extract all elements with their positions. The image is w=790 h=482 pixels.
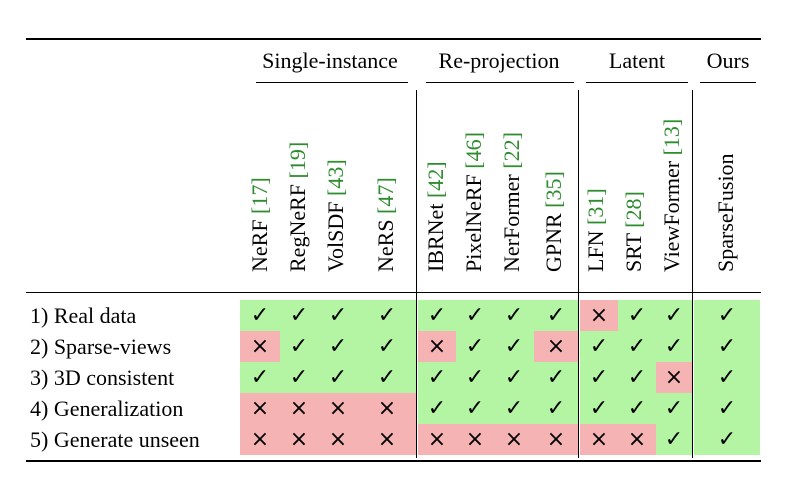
check-mark-cell: ✓ [494, 393, 534, 424]
column-header-nerf: NeRF [17] [247, 177, 272, 272]
bottom-rule [26, 460, 761, 462]
check-mark-cell: ✓ [534, 300, 578, 331]
cross-mark-cell: × [580, 424, 618, 455]
column-header-srt: SRT [28] [621, 191, 646, 272]
header-rule [26, 292, 761, 293]
check-mark-cell: ✓ [534, 362, 578, 393]
check-mark-cell: ✓ [240, 362, 280, 393]
row-label: 3) 3D consistent [30, 365, 175, 390]
column-header-nerformer: NerFormer [22] [499, 132, 524, 272]
check-mark-cell: ✓ [694, 424, 760, 455]
top-rule [26, 38, 761, 40]
cross-mark-cell: × [280, 393, 318, 424]
row-label: 4) Generalization [30, 396, 184, 421]
column-header-sparsefusion: SparseFusion [713, 153, 738, 272]
check-mark-cell: ✓ [656, 300, 692, 331]
check-mark-cell: ✓ [618, 362, 656, 393]
check-mark-cell: ✓ [494, 300, 534, 331]
check-mark-cell: ✓ [358, 300, 416, 331]
check-mark-cell: ✓ [456, 300, 494, 331]
cross-mark-cell: × [580, 300, 618, 331]
cross-mark-cell: × [318, 393, 358, 424]
column-header-pixelnerf: PixelNeRF [46] [461, 132, 486, 272]
check-mark-cell: ✓ [280, 331, 318, 362]
check-mark-cell: ✓ [656, 393, 692, 424]
check-mark-cell: ✓ [318, 331, 358, 362]
row-label: 5) Generate unseen [30, 427, 200, 452]
row-label: 2) Sparse-views [30, 334, 172, 359]
check-mark-cell: ✓ [694, 393, 760, 424]
cross-mark-cell: × [240, 424, 280, 455]
column-header-ners: NeRS [47] [373, 177, 398, 272]
column-header-lfn: LFN [31] [583, 188, 608, 272]
check-mark-cell: ✓ [280, 362, 318, 393]
group-latent-underline [586, 82, 688, 83]
cross-mark-cell: × [456, 424, 494, 455]
check-mark-cell: ✓ [618, 300, 656, 331]
check-mark-cell: ✓ [534, 393, 578, 424]
cross-mark-cell: × [534, 424, 578, 455]
group-single-instance: Single-instance [262, 48, 398, 73]
check-mark-cell: ✓ [456, 362, 494, 393]
cross-mark-cell: × [240, 393, 280, 424]
check-mark-cell: ✓ [494, 362, 534, 393]
cross-mark-cell: × [418, 331, 456, 362]
check-mark-cell: ✓ [694, 362, 760, 393]
cross-mark-cell: × [358, 393, 416, 424]
separator-3 [692, 90, 693, 458]
group-re-projection-underline [426, 82, 574, 83]
check-mark-cell: ✓ [418, 362, 456, 393]
row-label: 1) Real data [30, 303, 137, 328]
check-mark-cell: ✓ [358, 362, 416, 393]
check-mark-cell: ✓ [656, 331, 692, 362]
separator-2 [578, 90, 579, 458]
check-mark-cell: ✓ [240, 300, 280, 331]
check-mark-cell: ✓ [318, 300, 358, 331]
cross-mark-cell: × [280, 424, 318, 455]
check-mark-cell: ✓ [494, 331, 534, 362]
column-header-viewformer: ViewFormer [13] [659, 118, 684, 272]
cross-mark-cell: × [534, 331, 578, 362]
group-latent: Latent [608, 48, 666, 73]
cross-mark-cell: × [358, 424, 416, 455]
check-mark-cell: ✓ [318, 362, 358, 393]
group-re-projection: Re-projection [438, 48, 560, 73]
group-ours: Ours [706, 48, 750, 73]
check-mark-cell: ✓ [580, 362, 618, 393]
check-mark-cell: ✓ [280, 300, 318, 331]
column-header-regnerf: RegNeRF [19] [285, 141, 310, 272]
check-mark-cell: ✓ [580, 331, 618, 362]
cross-mark-cell: × [240, 331, 280, 362]
cross-mark-cell: × [618, 424, 656, 455]
column-header-ibrnet: IBRNet [42] [423, 161, 448, 272]
group-ours-underline [700, 82, 756, 83]
check-mark-cell: ✓ [580, 393, 618, 424]
column-header-gpnr: GPNR [35] [541, 171, 566, 272]
check-mark-cell: ✓ [618, 331, 656, 362]
check-mark-cell: ✓ [618, 393, 656, 424]
separator-1 [416, 90, 417, 458]
cross-mark-cell: × [656, 362, 692, 393]
check-mark-cell: ✓ [418, 300, 456, 331]
check-mark-cell: ✓ [456, 331, 494, 362]
check-mark-cell: ✓ [656, 424, 692, 455]
column-header-volsdf: VolSDF [43] [323, 159, 348, 272]
check-mark-cell: ✓ [358, 331, 416, 362]
check-mark-cell: ✓ [456, 393, 494, 424]
check-mark-cell: ✓ [694, 300, 760, 331]
group-single-instance-underline [256, 82, 408, 83]
check-mark-cell: ✓ [694, 331, 760, 362]
cross-mark-cell: × [318, 424, 358, 455]
cross-mark-cell: × [418, 424, 456, 455]
check-mark-cell: ✓ [418, 393, 456, 424]
cross-mark-cell: × [494, 424, 534, 455]
